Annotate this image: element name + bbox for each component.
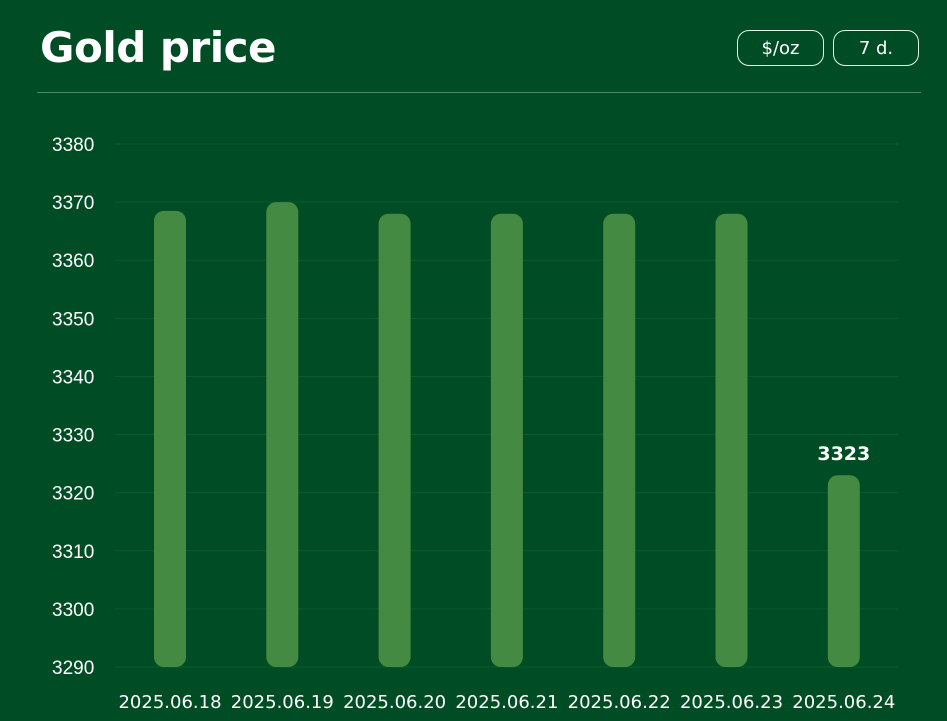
bar[interactable] bbox=[827, 475, 860, 667]
x-tick-label: 2025.06.18 bbox=[118, 692, 221, 713]
x-tick-label: 2025.06.20 bbox=[343, 692, 446, 713]
bar[interactable] bbox=[490, 213, 523, 667]
y-tick-label: 3330 bbox=[52, 426, 94, 447]
y-tick-label: 3320 bbox=[52, 484, 94, 505]
bar[interactable] bbox=[378, 213, 411, 667]
y-tick-label: 3300 bbox=[52, 600, 94, 621]
bar[interactable] bbox=[154, 210, 186, 668]
data-label: 3323 bbox=[817, 443, 870, 465]
page-title: Gold price bbox=[40, 23, 276, 72]
y-tick-label: 3360 bbox=[52, 251, 94, 272]
y-tick-label: 3370 bbox=[52, 193, 94, 214]
bar[interactable] bbox=[715, 213, 748, 667]
y-tick-label: 3380 bbox=[52, 135, 94, 156]
x-tick-label: 2025.06.23 bbox=[680, 692, 783, 713]
unit-toggle-button[interactable]: $/oz bbox=[737, 30, 824, 66]
x-tick-label: 2025.06.19 bbox=[231, 692, 334, 713]
time-range-button[interactable]: 7 d. bbox=[833, 30, 919, 66]
y-tick-label: 3290 bbox=[52, 658, 94, 679]
x-tick-label: 2025.06.21 bbox=[455, 692, 558, 713]
x-tick-label: 2025.06.24 bbox=[792, 692, 895, 713]
y-tick-label: 3310 bbox=[52, 542, 94, 563]
y-tick-label: 3350 bbox=[52, 309, 94, 330]
y-tick-label: 3340 bbox=[52, 367, 94, 388]
bar[interactable] bbox=[603, 213, 636, 667]
bars bbox=[154, 202, 860, 668]
x-tick-label: 2025.06.22 bbox=[568, 692, 671, 713]
bar[interactable] bbox=[266, 202, 299, 667]
labels: 3290 3300 3310 3320 3330 3340 3350 3360 3370 3380… bbox=[52, 135, 895, 713]
header-divider bbox=[37, 92, 921, 93]
